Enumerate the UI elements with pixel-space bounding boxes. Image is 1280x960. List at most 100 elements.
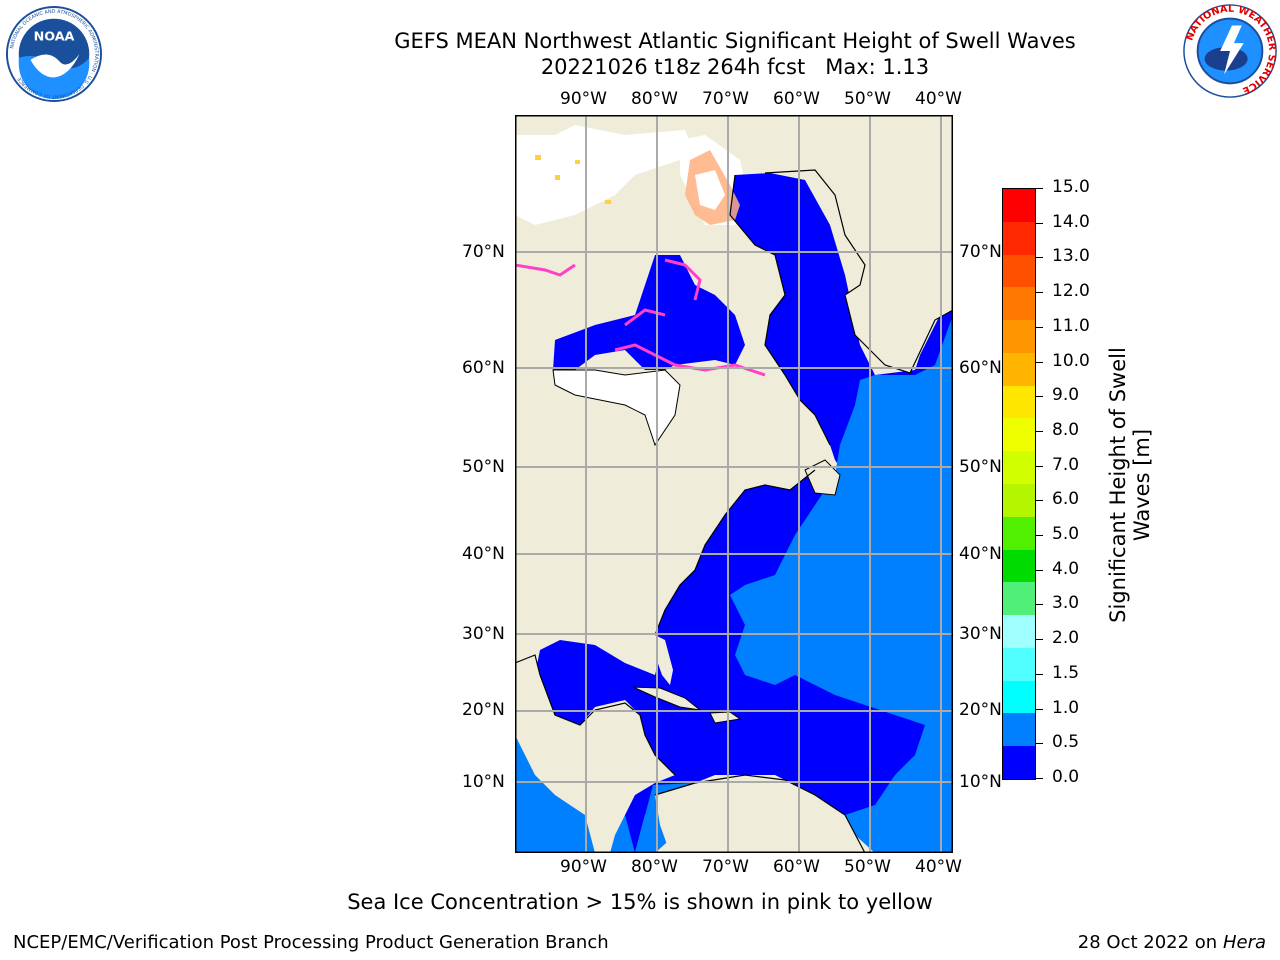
baffin-sea-ice-core [695,170,725,210]
sea-ice-note: Sea Ice Concentration > 15% is shown in … [347,890,933,914]
colorbar-tick-label: 11.0 [1052,315,1090,336]
lat-label-left: 20°N [462,700,505,720]
colorbar-tick [1035,604,1043,606]
lat-label-left: 40°N [462,544,505,564]
colorbar-tick-label: 0.5 [1052,732,1080,753]
colorbar-tick-label: 6.0 [1052,489,1080,510]
colorbar-segment [1003,287,1035,321]
map-border [515,115,953,853]
lat-label-right: 10°N [959,772,1002,792]
colorbar-tick-label: 0.0 [1052,767,1080,787]
lon-label-top: 40°W [915,89,962,109]
footer-date: 28 Oct 2022 on Hera [1078,932,1266,953]
lat-label-left: 30°N [462,624,505,644]
hudson-no-data [552,369,681,447]
lat-label-left: 50°N [462,457,505,477]
noaa-logo-icon: NOAA NATIONAL OCEANIC AND ATMOSPHERIC AD… [5,5,103,103]
colorbar-title: Significant Height of Swell Waves [m] [1106,347,1154,623]
colorbar-tick-label: 5.0 [1052,524,1080,545]
colorbar-tick [1035,222,1043,224]
sea-ice-overlay [515,258,766,377]
lon-label-bottom: 60°W [773,857,820,877]
colorbar-tick [1035,257,1043,259]
lon-label-top: 50°W [844,89,891,109]
colorbar-tick [1035,500,1043,502]
hispaniola [709,711,742,724]
colorbar-segment [1003,484,1035,518]
lon-label-bottom: 50°W [844,857,891,877]
colorbar-tick [1035,396,1043,398]
footer-machine: Hera [1222,932,1266,953]
sea-ice-yellow [535,155,611,204]
colorbar-segment [1003,451,1035,485]
lat-label-right: 20°N [959,700,1002,720]
footer-branch: NCEP/EMC/Verification Post Processing Pr… [13,932,609,953]
colorbar-tick-label: 14.0 [1052,211,1090,232]
lon-label-bottom: 70°W [702,857,749,877]
colorbar-segment [1003,549,1035,583]
ocean-mid [730,315,953,853]
lon-label-bottom: 80°W [631,857,678,877]
colorbar-tick-label: 15.0 [1052,177,1090,197]
south-america-land [655,775,865,853]
noaa-logo-text: NOAA [34,29,75,44]
colorbar-segment [1003,254,1035,288]
colorbar-segment [1003,680,1035,714]
colorbar-tick [1035,639,1043,641]
colorbar-segment [1003,647,1035,682]
colorbar-tick-label: 4.0 [1052,558,1080,579]
colorbar-tick-label: 1.5 [1052,662,1080,683]
colorbar-tick [1035,743,1043,745]
colorbar-tick [1035,673,1043,675]
lon-label-bottom: 40°W [915,857,962,877]
colorbar-segment [1003,615,1035,649]
colorbar-tick-label: 12.0 [1052,281,1090,302]
colorbar-tick [1035,326,1043,328]
lon-label-top: 90°W [560,89,607,109]
lat-label-left: 10°N [462,772,505,792]
nws-logo-icon: NATIONAL WEATHER SERVICE [1183,4,1277,98]
colorbar-tick [1035,708,1043,710]
footer-date-text: 28 Oct 2022 on [1077,932,1223,953]
title-line-1: GEFS MEAN Northwest Atlantic Significant… [394,29,1076,53]
colorbar-segment [1003,189,1035,223]
central-america-land [515,655,675,853]
graticule [515,115,953,853]
colorbar-tick-label: 10.0 [1052,350,1090,371]
colorbar-tick-label: 9.0 [1052,385,1080,406]
colorbar-segment [1003,516,1035,551]
arctic-ice-region [515,125,695,225]
colorbar-segment [1003,352,1035,387]
colorbar-tick-label: 8.0 [1052,419,1080,440]
lat-label-right: 50°N [959,457,1002,477]
lat-label-right: 30°N [959,624,1002,644]
colorbar [1002,188,1036,780]
colorbar-segment [1003,221,1035,256]
lat-label-right: 70°N [959,242,1002,262]
colorbar-segment [1003,418,1035,452]
colorbar-segment [1003,746,1035,780]
colorbar-tick [1035,292,1043,294]
lon-label-bottom: 90°W [560,857,607,877]
colorbar-segment [1003,320,1035,354]
colorbar-segment [1003,713,1035,747]
map-panel [515,115,953,853]
lon-label-top: 70°W [702,89,749,109]
colorbar-tick [1035,778,1043,779]
colorbar-segment [1003,582,1035,616]
colorbar-tick [1035,361,1043,363]
colorbar-tick [1035,465,1043,467]
florida [655,635,673,685]
colorbar-tick-label: 1.0 [1052,697,1080,718]
colorbar-tick-label: 3.0 [1052,593,1080,614]
colorbar-tick-label: 13.0 [1052,246,1090,267]
lat-label-left: 70°N [462,242,505,262]
lat-label-right: 60°N [959,358,1002,378]
chart-title: GEFS MEAN Northwest Atlantic Significant… [0,28,1280,80]
colorbar-tick-label: 2.0 [1052,628,1080,649]
colorbar-tick [1035,430,1043,432]
lon-label-top: 60°W [773,89,820,109]
newfoundland [804,459,841,496]
colorbar-tick [1035,535,1043,537]
greenland [745,115,953,373]
